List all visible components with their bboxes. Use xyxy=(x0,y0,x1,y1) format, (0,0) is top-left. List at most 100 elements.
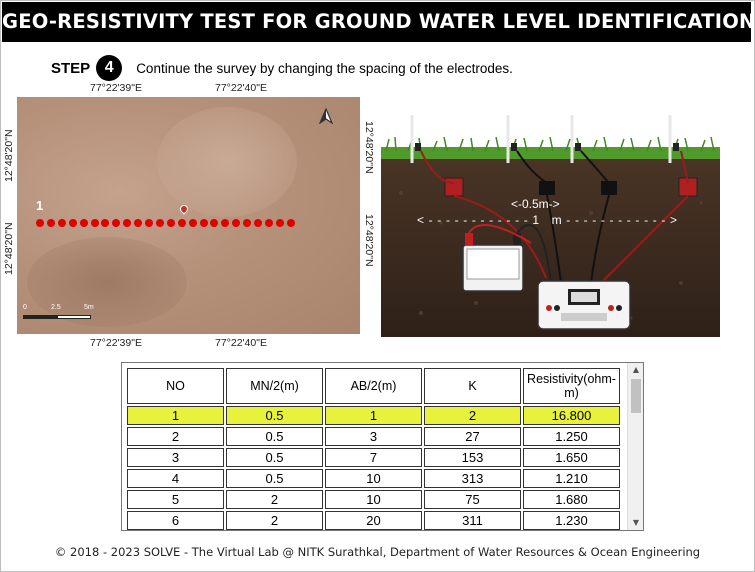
cell-mn2: 0.5 xyxy=(226,406,323,425)
electrode-dot xyxy=(112,219,121,227)
step-label: STEP xyxy=(51,59,91,77)
header-k: K xyxy=(424,368,521,404)
footer-copyright: © 2018 - 2023 SOLVE - The Virtual Lab @ … xyxy=(54,545,701,559)
cell-no: 6 xyxy=(127,511,224,530)
electrode-dot xyxy=(145,219,153,227)
electrode-dot xyxy=(46,219,55,227)
table-row[interactable]: 4 0.5 10 313 1.210 xyxy=(127,469,620,488)
table-scrollbar[interactable]: ▲ ▼ xyxy=(627,363,643,530)
cell-ab2: 10 xyxy=(325,490,422,509)
cell-no: 3 xyxy=(127,448,224,467)
survey-point-label: 1 xyxy=(36,198,44,213)
cell-resistivity: 1.210 xyxy=(523,469,620,488)
cell-ab2: 7 xyxy=(325,448,422,467)
electrode-dot xyxy=(166,219,175,227)
scale-label-0: 0 xyxy=(23,304,27,311)
electrode-dot xyxy=(264,219,273,227)
inner-spacing-label: <-0.5m-> xyxy=(511,197,560,211)
map-lon-bottom-left: 77°22'39"E xyxy=(90,337,142,349)
electrode-dot xyxy=(36,219,44,227)
electrode-dot xyxy=(79,219,88,227)
electrode-dot xyxy=(275,219,284,227)
cell-no: 4 xyxy=(127,469,224,488)
table-row[interactable]: 6 2 20 311 1.230 xyxy=(127,511,620,530)
electrode-dot xyxy=(155,219,164,227)
cell-ab2: 3 xyxy=(325,427,422,446)
cell-ab2: 20 xyxy=(325,511,422,530)
map-lat-left-bottom: 12°48'20"N xyxy=(3,222,15,275)
header-mn2: MN/2(m) xyxy=(226,368,323,404)
step-row: STEP 4 Continue the survey by changing t… xyxy=(51,55,513,81)
step-instruction: Continue the survey by changing the spac… xyxy=(136,60,513,76)
scroll-down-icon[interactable]: ▼ xyxy=(632,518,640,527)
scroll-up-icon[interactable]: ▲ xyxy=(632,365,640,374)
cell-mn2: 0.5 xyxy=(226,469,323,488)
cell-resistivity: 16.800 xyxy=(523,406,620,425)
electrode-dot xyxy=(68,219,77,227)
electrode-dot xyxy=(286,219,295,227)
title-bar: GEO-RESISTIVITY TEST FOR GROUND WATER LE… xyxy=(2,2,755,42)
header-resistivity: Resistivity(ohm-m) xyxy=(523,368,620,404)
cell-ab2: 1 xyxy=(325,406,422,425)
table-header-row: NO MN/2(m) AB/2(m) K Resistivity(ohm-m) xyxy=(127,368,620,404)
map-lat-left-top: 12°48'20"N xyxy=(3,129,15,182)
electrode-illustration: <-0.5m-> <------------1 m------------> xyxy=(381,115,720,337)
header-no: NO xyxy=(127,368,224,404)
map-texture xyxy=(157,107,297,217)
map-lat-right-bottom: 12°48'20"N xyxy=(363,214,375,267)
map-lon-top-right: 77°22'40"E xyxy=(215,82,267,94)
cell-no: 2 xyxy=(127,427,224,446)
electrode-dot xyxy=(232,219,241,227)
header-ab2: AB/2(m) xyxy=(325,368,422,404)
cell-resistivity: 1.250 xyxy=(523,427,620,446)
electrode-dot xyxy=(221,219,230,227)
scale-bar xyxy=(23,315,91,319)
electrode-dot xyxy=(57,219,66,227)
electrode-dot xyxy=(199,219,208,227)
scale-label-mid: 2.5 xyxy=(51,304,61,311)
cell-resistivity: 1.230 xyxy=(523,511,620,530)
scale-label-end: 5m xyxy=(84,304,94,311)
map-lon-bottom-right: 77°22'40"E xyxy=(215,337,267,349)
cell-k: 27 xyxy=(424,427,521,446)
map-texture xyxy=(27,237,187,327)
electrode-scene: <-0.5m-> <------------1 m------------> xyxy=(381,103,720,337)
step-number-badge: 4 xyxy=(96,55,123,81)
table-row[interactable]: 5 2 10 75 1.680 xyxy=(127,490,620,509)
cell-k: 313 xyxy=(424,469,521,488)
cell-ab2: 10 xyxy=(325,469,422,488)
scrollbar-thumb[interactable] xyxy=(631,379,641,413)
electrode-dot xyxy=(210,219,219,227)
electrode-dot xyxy=(101,219,110,227)
cell-k: 75 xyxy=(424,490,521,509)
map-lat-right-top: 12°48'20"N xyxy=(363,121,375,174)
cell-mn2: 2 xyxy=(226,511,323,530)
electrode-dot xyxy=(123,219,132,227)
cell-k: 311 xyxy=(424,511,521,530)
electrode-dot xyxy=(134,219,143,227)
north-arrow-icon xyxy=(319,108,333,124)
electrode-dot xyxy=(243,219,252,227)
page-title: GEO-RESISTIVITY TEST FOR GROUND WATER LE… xyxy=(2,10,755,33)
table-row[interactable]: 2 0.5 3 27 1.250 xyxy=(127,427,620,446)
cell-k: 2 xyxy=(424,406,521,425)
cell-mn2: 0.5 xyxy=(226,448,323,467)
electrode-dot xyxy=(90,219,99,227)
electrode-dot xyxy=(254,219,262,227)
cell-resistivity: 1.650 xyxy=(523,448,620,467)
results-table: NO MN/2(m) AB/2(m) K Resistivity(ohm-m) … xyxy=(125,366,622,530)
cell-resistivity: 1.680 xyxy=(523,490,620,509)
cell-mn2: 2 xyxy=(226,490,323,509)
cell-k: 153 xyxy=(424,448,521,467)
results-table-container[interactable]: NO MN/2(m) AB/2(m) K Resistivity(ohm-m) … xyxy=(121,362,644,531)
cell-mn2: 0.5 xyxy=(226,427,323,446)
satellite-map[interactable]: 1 0 2.5 5m xyxy=(17,97,360,334)
cell-no: 1 xyxy=(127,406,224,425)
table-row[interactable]: 3 0.5 7 153 1.650 xyxy=(127,448,620,467)
electrode-dot xyxy=(188,219,197,227)
outer-spacing-label: <------------1 m------------> xyxy=(417,213,677,227)
table-row[interactable]: 1 0.5 1 2 16.800 xyxy=(127,406,620,425)
electrode-dot xyxy=(177,219,186,227)
cell-no: 5 xyxy=(127,490,224,509)
map-lon-top-left: 77°22'39"E xyxy=(90,82,142,94)
